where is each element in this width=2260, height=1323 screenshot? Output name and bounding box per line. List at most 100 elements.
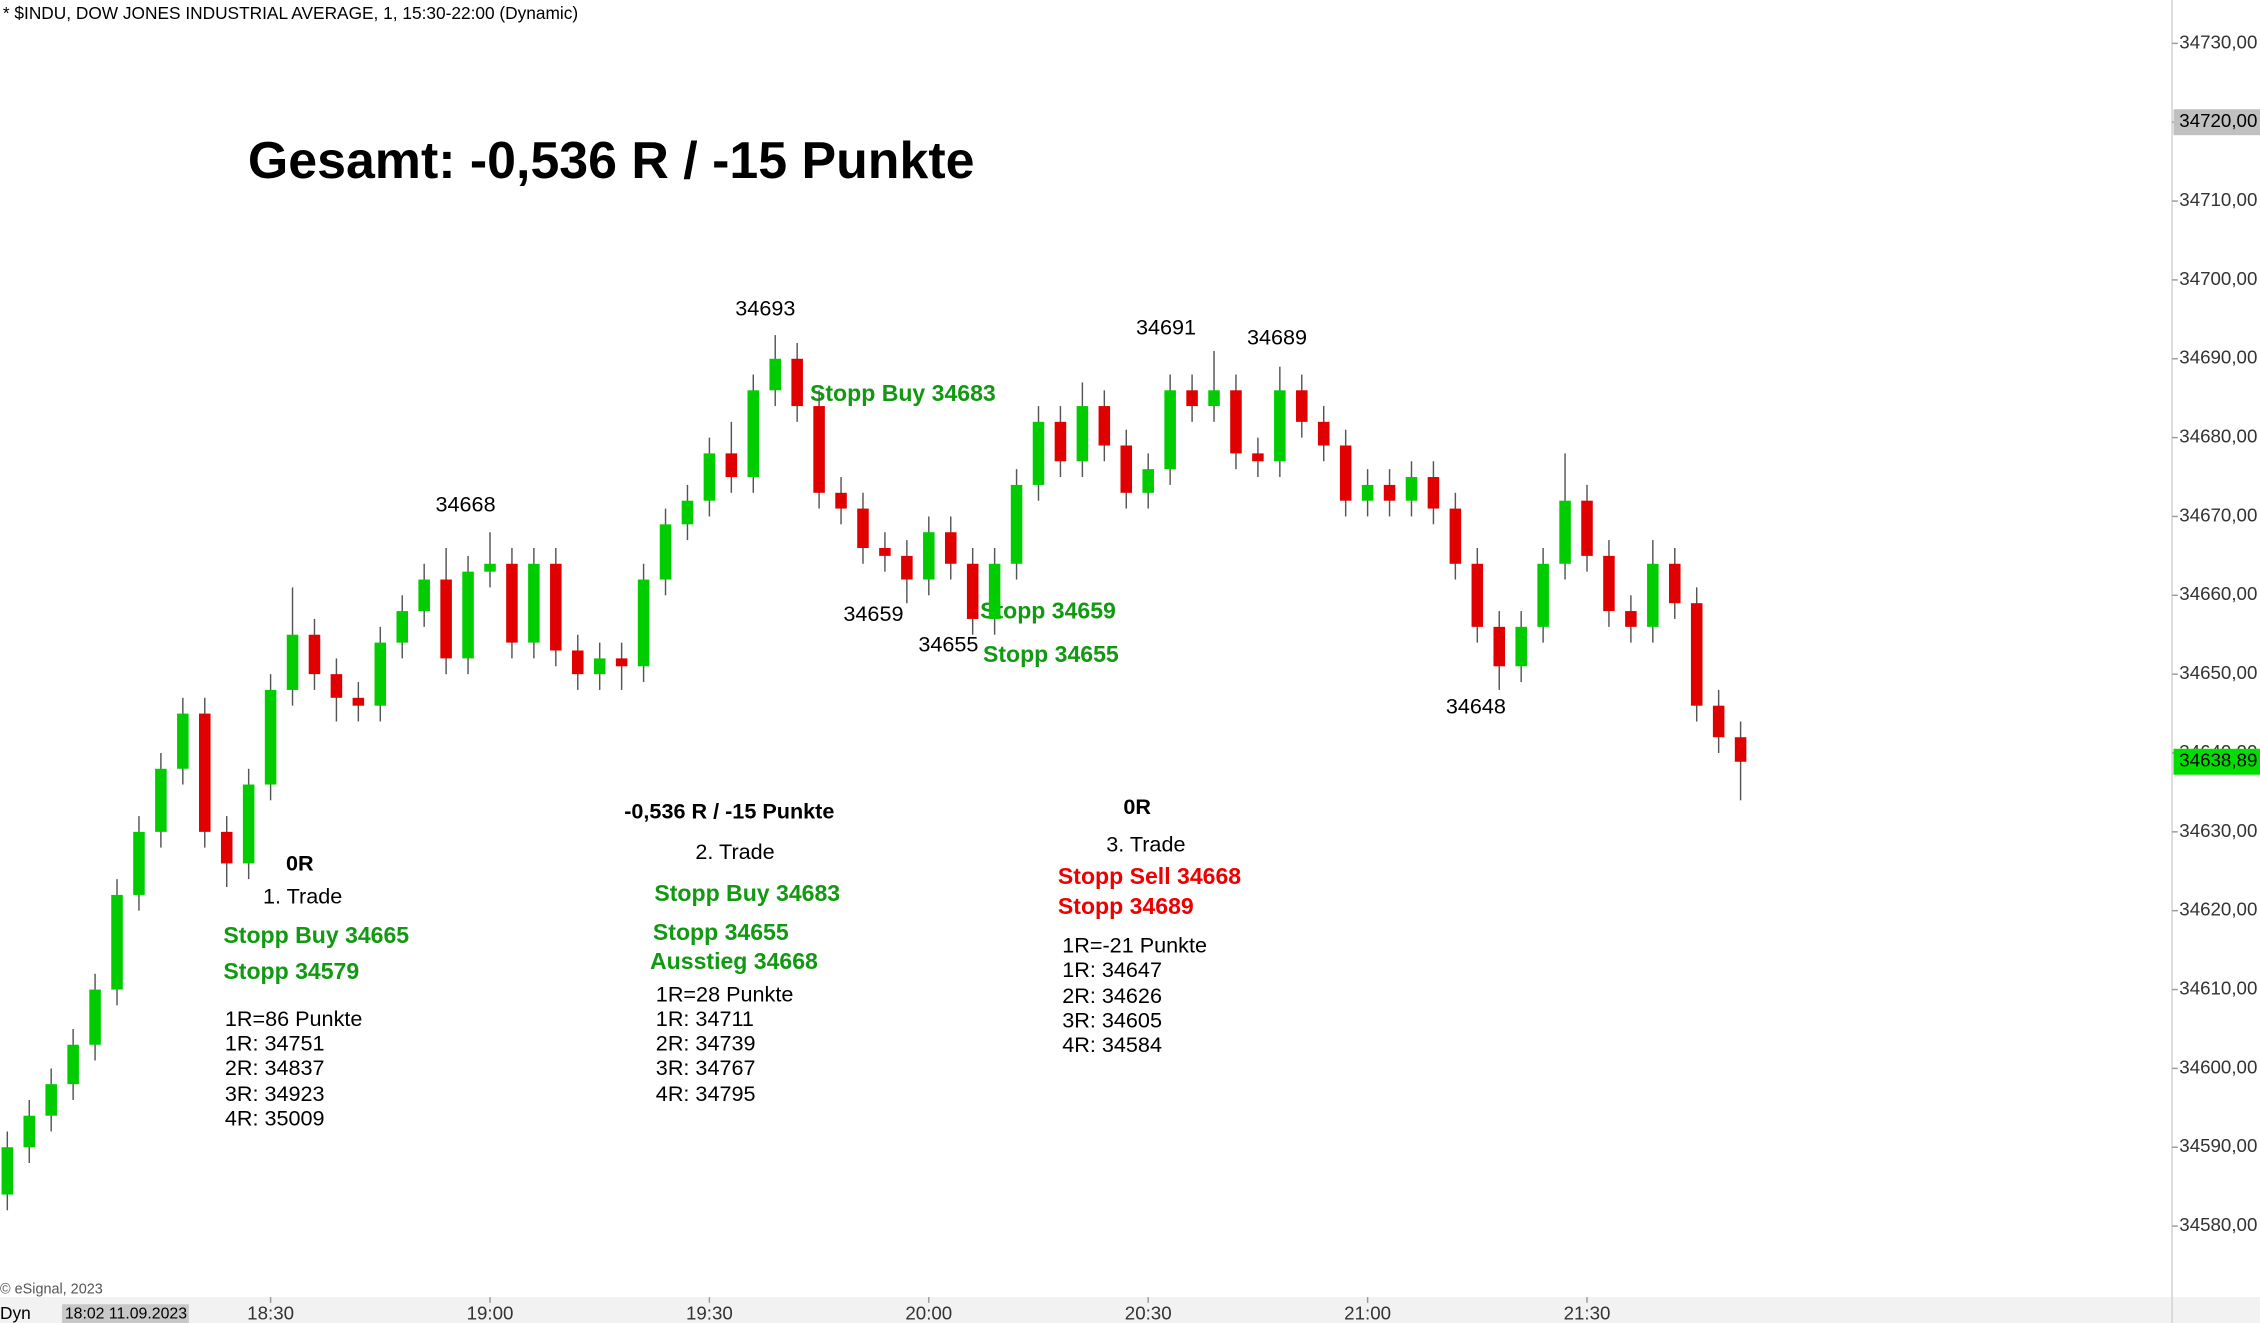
- trade-line: 4R: 35009: [225, 1105, 325, 1130]
- trade-line: 3R: 34923: [225, 1081, 325, 1106]
- candle-body: [835, 492, 847, 509]
- candle-body: [1252, 453, 1264, 462]
- candle-body: [1032, 421, 1045, 485]
- candle-body: [747, 390, 760, 478]
- candle-body: [1537, 563, 1549, 627]
- y-tick-label: 34660,00: [2179, 583, 2257, 604]
- price-label-box: [2173, 109, 2260, 136]
- trade-line: 3R: 34605: [1062, 1007, 1162, 1032]
- level-label: 34693: [735, 296, 795, 321]
- candle-body: [1559, 500, 1571, 564]
- candle-body: [615, 658, 628, 667]
- candle-body: [374, 642, 387, 706]
- candle-body: [703, 453, 716, 501]
- time-axis-strip: [0, 1297, 2260, 1323]
- candle-body: [769, 358, 781, 391]
- x-tick-label: 19:00: [467, 1302, 514, 1323]
- candle-body: [1120, 445, 1133, 493]
- candle-body: [1, 1147, 14, 1195]
- candle-body: [1164, 390, 1176, 470]
- trade-stop: Stopp 34655: [653, 919, 789, 945]
- candle-body: [637, 579, 650, 667]
- trade-line: 1R=-21 Punkte: [1062, 933, 1207, 958]
- footer-time: 18:02 11.09.2023: [65, 1306, 187, 1323]
- note: Stopp 34655: [983, 641, 1119, 667]
- candle-body: [396, 611, 409, 643]
- x-tick-label: 20:00: [905, 1302, 952, 1323]
- trade-stop: Stopp 34579: [223, 958, 359, 984]
- candle-body: [418, 579, 430, 612]
- candle-body: [1317, 421, 1330, 446]
- candle-body: [286, 634, 299, 690]
- y-tick-label: 34650,00: [2179, 662, 2257, 683]
- y-tick-label: 34730,00: [2179, 31, 2257, 52]
- trade-line: 1R: 34751: [225, 1031, 325, 1056]
- candle-body: [1010, 484, 1023, 564]
- footer-mode: Dyn: [0, 1303, 31, 1323]
- candle-body: [23, 1115, 36, 1148]
- candle-body: [1383, 484, 1396, 501]
- candle-body: [111, 894, 123, 990]
- level-label: 34668: [436, 492, 496, 517]
- candle-body: [923, 532, 935, 580]
- x-tick-label: 20:30: [1125, 1302, 1172, 1323]
- candle-body: [1603, 555, 1615, 612]
- candle-body: [988, 563, 1001, 619]
- candle-body: [1076, 406, 1089, 462]
- candle-body: [1690, 603, 1703, 706]
- y-tick-label: 34670,00: [2179, 504, 2257, 525]
- candle-body: [725, 453, 738, 478]
- candle-body: [1274, 390, 1286, 462]
- candle-body: [1493, 626, 1506, 667]
- candle-body: [462, 571, 474, 659]
- x-tick-label: 19:30: [686, 1302, 733, 1323]
- candle-body: [1581, 500, 1593, 556]
- candle-body: [901, 555, 913, 580]
- trade-line: 4R: 34584: [1062, 1032, 1162, 1057]
- x-tick-label: 21:30: [1564, 1302, 1611, 1323]
- candle-body: [1405, 477, 1418, 501]
- candle-body: [264, 689, 277, 785]
- candle-body: [1669, 563, 1681, 604]
- level-label: 34689: [1247, 324, 1307, 349]
- y-tick-label: 34680,00: [2179, 426, 2257, 447]
- candle-body: [308, 634, 321, 675]
- candle-body: [155, 768, 167, 832]
- candle-body: [1230, 390, 1242, 454]
- candle-body: [571, 650, 584, 675]
- trade-line: 1R: 34711: [656, 1006, 754, 1031]
- candle-body: [133, 831, 145, 895]
- candle-body: [879, 547, 891, 556]
- note: Stopp Buy 34683: [810, 380, 996, 406]
- candle-body: [944, 532, 957, 564]
- level-label: 34659: [843, 601, 903, 626]
- trade-name: 1. Trade: [263, 884, 342, 909]
- candle-body: [1098, 406, 1111, 446]
- candle-body: [1142, 469, 1154, 493]
- trade-line: 1R=86 Punkte: [225, 1006, 363, 1031]
- trade-name: 3. Trade: [1106, 832, 1185, 857]
- candle-body: [659, 524, 672, 580]
- candle-body: [1361, 484, 1374, 501]
- candle-body: [1054, 421, 1067, 462]
- candle-body: [528, 563, 540, 643]
- price-label: 34638,89: [2179, 750, 2257, 771]
- candle-body: [1712, 705, 1725, 738]
- candle-body: [1208, 390, 1220, 407]
- trade-result: 0R: [1123, 794, 1151, 819]
- candle-body: [857, 508, 869, 548]
- copyright: © eSignal, 2023: [0, 1282, 103, 1298]
- candle-body: [966, 563, 979, 619]
- trade-name: 2. Trade: [695, 839, 774, 864]
- candle-body: [1427, 477, 1440, 509]
- candle-body: [220, 831, 233, 864]
- level-label: 34691: [1136, 314, 1196, 339]
- y-tick-label: 34590,00: [2179, 1135, 2257, 1156]
- level-label: 34648: [1446, 693, 1506, 718]
- candle-body: [45, 1084, 57, 1116]
- candle-body: [1186, 390, 1198, 407]
- y-tick-label: 34700,00: [2179, 268, 2257, 289]
- trade-line: 1R=28 Punkte: [656, 982, 794, 1007]
- candle-body: [330, 674, 343, 698]
